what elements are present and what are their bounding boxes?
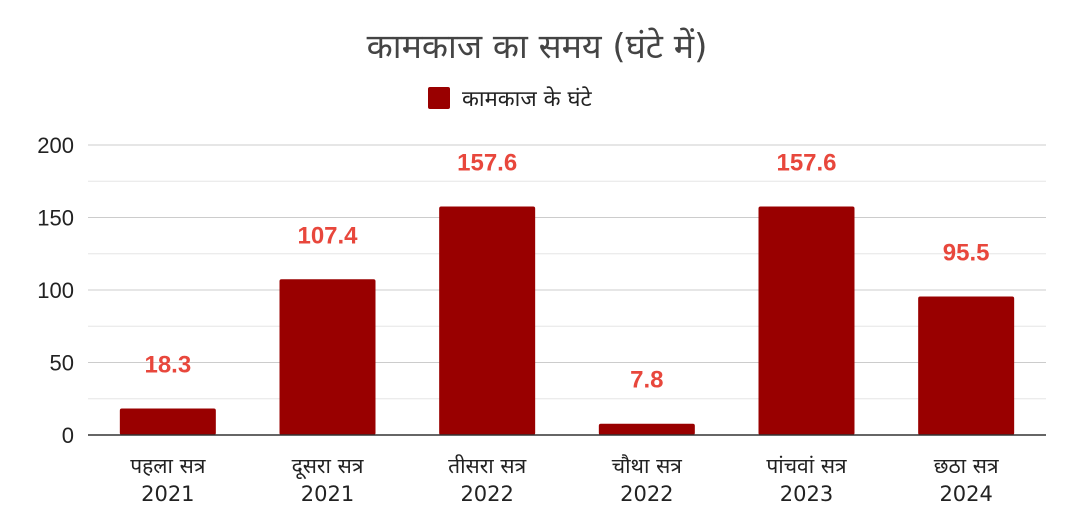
x-tick-label: 2023 bbox=[780, 482, 833, 506]
y-tick-label: 50 bbox=[50, 351, 74, 376]
y-tick-label: 200 bbox=[37, 133, 74, 158]
bar bbox=[279, 279, 376, 435]
bars bbox=[119, 206, 1015, 435]
x-tick-label: दूसरा सत्र bbox=[292, 454, 364, 480]
legend: कामकाज के घंटे bbox=[428, 86, 593, 112]
data-label: 157.6 bbox=[457, 149, 517, 176]
x-tick-label: तीसरा सत्र bbox=[448, 454, 527, 478]
data-label: 107.4 bbox=[297, 222, 358, 249]
data-label: 95.5 bbox=[943, 240, 990, 267]
y-axis-ticks: 0 50 100 150 200 bbox=[37, 133, 74, 448]
data-label: 7.8 bbox=[630, 367, 663, 394]
x-tick-label: 2021 bbox=[301, 482, 354, 506]
x-tick-label: पांचवां सत्र bbox=[766, 454, 847, 478]
bar bbox=[439, 206, 536, 435]
legend-swatch bbox=[428, 87, 450, 109]
x-tick-label: पहला सत्र bbox=[130, 454, 206, 478]
legend-label: कामकाज के घंटे bbox=[462, 86, 593, 112]
x-tick-label: 2021 bbox=[141, 482, 194, 506]
y-tick-label: 100 bbox=[37, 278, 74, 303]
data-label: 18.3 bbox=[144, 351, 191, 378]
x-tick-label: छठा सत्र bbox=[934, 454, 999, 478]
gridlines bbox=[88, 144, 1046, 400]
bar bbox=[119, 408, 216, 435]
data-labels: 18.3 107.4 157.6 7.8 157.6 95.5 bbox=[144, 149, 989, 393]
data-label: 157.6 bbox=[776, 149, 836, 176]
x-tick-label: 2022 bbox=[620, 482, 673, 506]
bar bbox=[918, 296, 1015, 435]
x-tick-label: चौथा सत्र bbox=[612, 454, 683, 478]
bar bbox=[758, 206, 855, 435]
x-tick-label: 2022 bbox=[460, 482, 513, 506]
bar bbox=[598, 423, 695, 435]
x-tick-label: 2024 bbox=[939, 482, 992, 506]
chart-title: कामकाज का समय (घंटे में) bbox=[367, 27, 708, 67]
y-tick-label: 0 bbox=[62, 423, 74, 448]
y-tick-label: 150 bbox=[37, 206, 74, 231]
